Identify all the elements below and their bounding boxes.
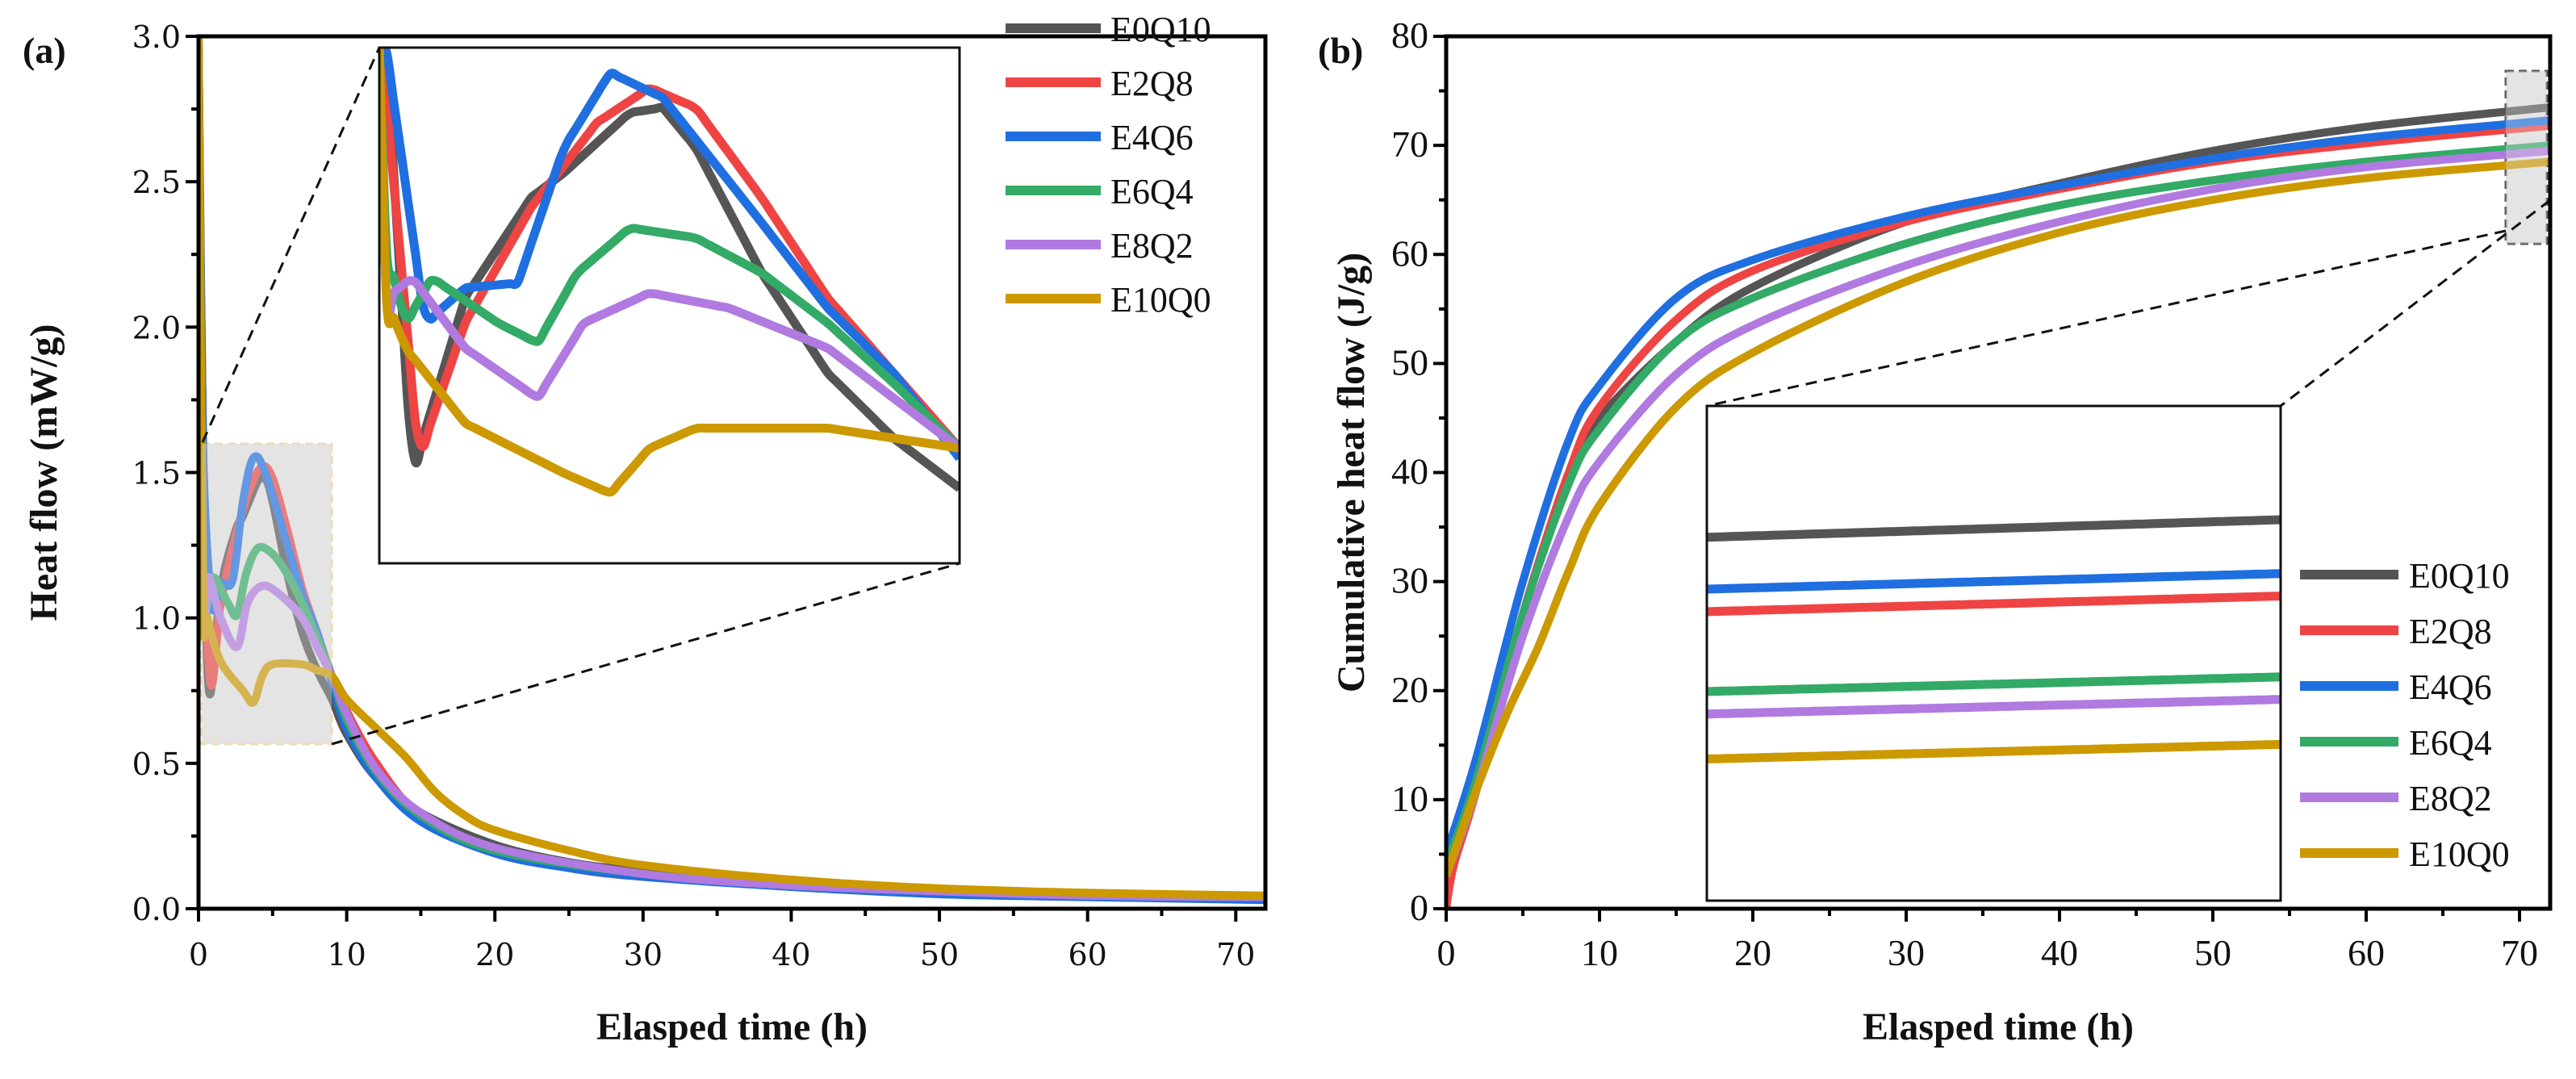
series-line-E8Q2 bbox=[1446, 146, 2550, 878]
legend-label: E4Q6 bbox=[2409, 667, 2492, 707]
y-tick-label: 1.0 bbox=[132, 601, 181, 637]
panel-a: 0 10 20 30 40 50 60 70 0.0 0.5 1.0 1.5 2.0 2.5 3.0 Elas… bbox=[23, 10, 1268, 1048]
legend: E0Q10 E2Q8 E4Q6 E6Q4 E8Q2 E10Q0 bbox=[1006, 10, 1211, 320]
series-line-E10Q0 bbox=[199, 36, 1265, 900]
zoom-region-overlay bbox=[2506, 71, 2547, 244]
legend: E0Q10 E2Q8 E4Q6 E6Q4 E8Q2 E10Q0 bbox=[2300, 556, 2510, 874]
x-tick-label: 70 bbox=[2501, 932, 2538, 973]
y-tick-label: 30 bbox=[1391, 560, 1428, 601]
x-tick-label: 10 bbox=[1581, 932, 1618, 973]
legend-label: E0Q10 bbox=[2409, 556, 2510, 596]
legend-item: E8Q2 bbox=[2300, 779, 2492, 818]
x-axis-title: Elasped time (h) bbox=[1863, 1006, 2134, 1048]
legend-item: E6Q4 bbox=[1006, 172, 1194, 211]
series-group bbox=[199, 36, 1265, 905]
inset-series-line-E0Q10 bbox=[379, 48, 960, 492]
series-group bbox=[1446, 102, 2550, 909]
zoom-connector-line bbox=[1706, 229, 2507, 408]
panel-label: (a) bbox=[23, 30, 66, 71]
legend-item: E4Q6 bbox=[2300, 667, 2492, 707]
y-tick-label: 80 bbox=[1391, 15, 1428, 56]
x-tick-label: 50 bbox=[2194, 932, 2231, 973]
y-tick-label: 2.5 bbox=[132, 165, 181, 200]
legend-item: E2Q8 bbox=[1006, 64, 1194, 103]
legend-item: E10Q0 bbox=[1006, 280, 1211, 320]
legend-label: E2Q8 bbox=[1110, 64, 1194, 103]
inset-border bbox=[1705, 404, 2282, 902]
inset-border bbox=[378, 46, 961, 565]
x-tick-label: 40 bbox=[772, 937, 810, 972]
y-tick-label: 1.5 bbox=[132, 456, 181, 491]
x-tick-label: 0 bbox=[1437, 932, 1456, 973]
y-tick-label: 50 bbox=[1391, 341, 1428, 383]
x-tick-label: 70 bbox=[1216, 937, 1255, 972]
y-tick-label: 0 bbox=[1410, 887, 1428, 928]
y-tick-label: 3.0 bbox=[132, 19, 181, 55]
y-tick-label: 10 bbox=[1391, 778, 1428, 819]
x-tick-label: 30 bbox=[1888, 932, 1925, 973]
inset-series-line-E4Q6 bbox=[379, 48, 960, 462]
legend-label: E8Q2 bbox=[2409, 779, 2492, 818]
series-line-E4Q6 bbox=[1446, 116, 2550, 855]
inset-series-line-E2Q8 bbox=[1707, 592, 2281, 617]
y-axis-title: Cumulative heat flow (J/g) bbox=[1330, 253, 1373, 692]
legend-item: E0Q10 bbox=[2300, 556, 2510, 596]
inset-series-line-E8Q2 bbox=[1707, 695, 2281, 719]
inset-series-line-E6Q4 bbox=[1707, 672, 2281, 696]
y-tick-label: 0.0 bbox=[132, 892, 181, 927]
x-tick-label: 20 bbox=[475, 937, 514, 972]
legend-item: E2Q8 bbox=[2300, 612, 2492, 651]
x-tick-label: 20 bbox=[1734, 932, 1771, 973]
panel-label: (b) bbox=[1318, 30, 1363, 71]
inset-series-line-E10Q0 bbox=[379, 48, 960, 497]
panel-b: 0 10 20 30 40 50 60 70 0 10 20 30 40 50 60 70 80 Elasped … bbox=[1318, 15, 2553, 1048]
legend-item: E10Q0 bbox=[2300, 834, 2510, 874]
series-line-E10Q0 bbox=[1446, 157, 2550, 878]
legend-label: E0Q10 bbox=[1110, 10, 1211, 49]
zoom-region-overlay bbox=[202, 444, 332, 744]
legend-label: E8Q2 bbox=[1110, 226, 1194, 266]
zoom-connector-line bbox=[201, 47, 381, 443]
legend-label: E10Q0 bbox=[2409, 834, 2510, 874]
inset-series-line-E6Q4 bbox=[379, 48, 960, 452]
legend-label: E4Q6 bbox=[1110, 118, 1194, 157]
legend-label: E6Q4 bbox=[2409, 723, 2492, 763]
zoom-connector-line bbox=[2280, 199, 2551, 408]
legend-label: E6Q4 bbox=[1110, 172, 1194, 211]
inset-frame bbox=[1705, 404, 2282, 902]
legend-label: E10Q0 bbox=[1110, 280, 1211, 320]
legend-item: E6Q4 bbox=[2300, 723, 2492, 763]
inset-series-line-E0Q10 bbox=[1707, 515, 2281, 542]
y-tick-label: 0.5 bbox=[132, 747, 181, 782]
x-tick-label: 60 bbox=[2348, 932, 2385, 973]
x-axis-title: Elasped time (h) bbox=[596, 1006, 868, 1048]
legend-item: E0Q10 bbox=[1006, 10, 1211, 49]
x-tick-label: 50 bbox=[920, 937, 959, 972]
legend-item: E8Q2 bbox=[1006, 226, 1194, 266]
zoom-connector-line bbox=[331, 562, 960, 746]
y-tick-label: 2.0 bbox=[132, 310, 181, 345]
y-axis-title: Heat flow (mW/g) bbox=[23, 324, 65, 621]
series-line-E6Q4 bbox=[1446, 141, 2550, 867]
x-tick-label: 0 bbox=[189, 937, 208, 972]
x-tick-label: 10 bbox=[327, 937, 366, 972]
inset-series-group bbox=[1707, 515, 2281, 763]
x-tick-label: 30 bbox=[624, 937, 663, 972]
legend-label: E2Q8 bbox=[2409, 612, 2492, 651]
y-tick-label: 20 bbox=[1391, 669, 1428, 710]
inset-series-line-E4Q6 bbox=[1707, 569, 2281, 594]
inset-series-line-E8Q2 bbox=[379, 48, 960, 452]
legend-item: E4Q6 bbox=[1006, 118, 1194, 157]
x-tick-label: 40 bbox=[2041, 932, 2078, 973]
y-tick-label: 70 bbox=[1391, 123, 1428, 165]
y-tick-label: 60 bbox=[1391, 232, 1428, 274]
inset-series-group bbox=[379, 48, 960, 497]
y-tick-label: 40 bbox=[1391, 451, 1428, 492]
inset-series-line-E10Q0 bbox=[1707, 739, 2281, 763]
x-tick-label: 60 bbox=[1068, 937, 1106, 972]
